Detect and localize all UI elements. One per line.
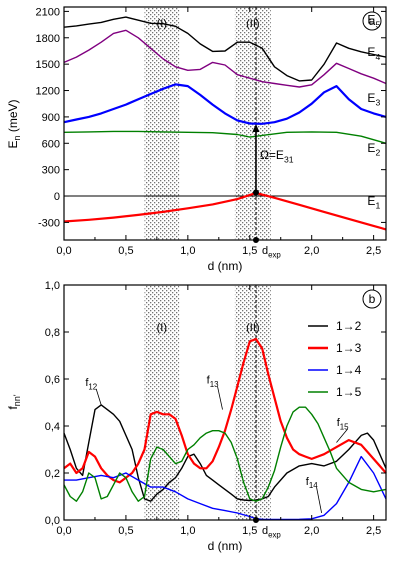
- y-tick-label: 1500: [36, 59, 60, 71]
- series-label: E3: [367, 91, 380, 108]
- legend-label: 1→2: [336, 319, 362, 333]
- y-tick-label: 0,2: [45, 468, 60, 480]
- legend-label: 1→3: [336, 341, 362, 355]
- series-label: E5: [367, 13, 380, 30]
- x-tick-label: 2,0: [304, 525, 319, 537]
- x-tick-label: 1,5: [242, 245, 257, 257]
- omega-arrow-base: [252, 189, 259, 196]
- panel-label-circle: [362, 11, 382, 31]
- series-label: E2: [367, 141, 380, 158]
- dexp-label: dexp: [262, 245, 281, 259]
- series-line: [64, 455, 387, 521]
- series-line: [63, 83, 387, 125]
- legend-label: 1→4: [336, 363, 362, 377]
- shaded-region: [144, 285, 180, 520]
- y-axis-label: En (meV): [6, 99, 22, 148]
- y-tick-label: 600: [42, 138, 60, 150]
- series-label: E1: [367, 194, 380, 211]
- x-tick-label: 1,0: [180, 245, 195, 257]
- x-tick-label: 0,5: [118, 525, 133, 537]
- x-tick-label: 2,5: [366, 525, 381, 537]
- series-line: [63, 29, 387, 88]
- y-tick-label: 300: [42, 165, 60, 177]
- x-axis-label: d (nm): [208, 539, 243, 553]
- y-axis-label: fnn': [6, 394, 22, 409]
- dexp-marker: [252, 237, 259, 243]
- series-line: [63, 337, 387, 484]
- x-tick-label: 1,5: [242, 525, 257, 537]
- x-tick-label: 2,0: [304, 245, 319, 257]
- plot-frame: [63, 6, 387, 241]
- x-tick-label: 0,5: [118, 245, 133, 257]
- curve-label-pointer: [336, 428, 348, 443]
- curve-label-pointer: [316, 487, 322, 514]
- y-tick-label: 1800: [36, 33, 60, 45]
- y-tick-label: 0,8: [45, 327, 60, 339]
- y-tick-label: -300: [38, 217, 60, 229]
- curve-label: f13: [207, 375, 219, 389]
- series-line: [63, 404, 387, 502]
- y-tick-label: 1,0: [45, 280, 60, 292]
- dexp-marker: [252, 517, 259, 523]
- legend-label: 1→5: [336, 385, 362, 399]
- panel-label: a: [369, 14, 376, 28]
- curve-label: f14: [306, 476, 318, 490]
- region-label: (II): [246, 322, 259, 334]
- x-axis-label: d (nm): [208, 259, 243, 273]
- omega-label: Ω=E31: [260, 148, 294, 165]
- panel-energy-levels: (I) (II)0,0 0,5 1,0 1,5 2,0 2,5-30003006009001…: [6, 6, 387, 273]
- series-line: [63, 406, 387, 502]
- x-tick-label: 0,0: [56, 245, 71, 257]
- y-tick-label: 0,0: [45, 515, 60, 527]
- y-tick-label: 900: [42, 112, 60, 124]
- shaded-region: [234, 285, 271, 520]
- y-tick-label: 0: [54, 191, 60, 203]
- panel-label: b: [369, 292, 376, 306]
- curve-label-pointer: [217, 386, 223, 410]
- region-label: (II): [246, 18, 259, 30]
- series-line: [63, 191, 387, 231]
- dexp-label: dexp: [262, 525, 281, 539]
- plot-frame: [63, 284, 387, 521]
- curve-label: f15: [337, 417, 349, 431]
- series-line: [63, 16, 387, 82]
- series-label: E4: [367, 45, 380, 62]
- series-line: [63, 130, 387, 144]
- y-tick-label: 2100: [36, 6, 60, 18]
- shaded-region: [144, 7, 180, 240]
- y-tick-label: 0,6: [45, 374, 60, 386]
- x-tick-label: 2,5: [366, 245, 381, 257]
- panel-label-circle: [362, 289, 382, 309]
- x-tick-label: 1,0: [180, 525, 195, 537]
- panel-oscillator-strengths: (I) (II) 0,0 0,5 1,0 1,5 2,0 2,5 0,0 0,2 0,4 0,6 0,8…: [6, 280, 387, 553]
- y-tick-label: 0,4: [45, 421, 60, 433]
- region-label: (I): [157, 322, 167, 334]
- y-tick-label: 1200: [36, 86, 60, 98]
- curve-label: f12: [85, 377, 97, 391]
- omega-arrow-head: [252, 123, 260, 132]
- curve-label-pointer: [95, 388, 102, 405]
- x-tick-label: 0,0: [56, 525, 71, 537]
